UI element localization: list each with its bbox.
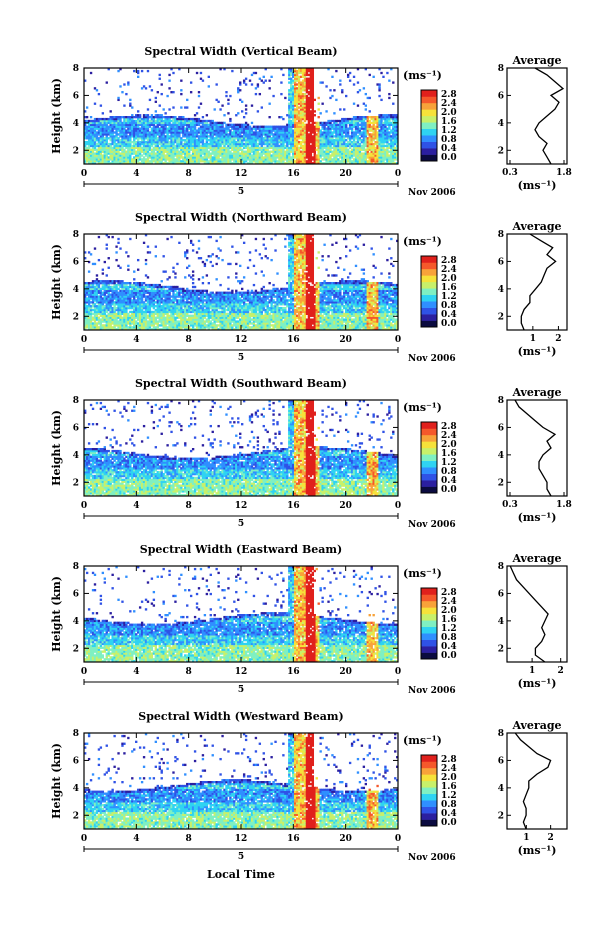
- heatmap-cell: [129, 103, 131, 105]
- heatmap-cell: [106, 81, 108, 83]
- heatmap-cell: [147, 108, 149, 110]
- heatmap-cell: [168, 87, 170, 89]
- heatmap-cell: [137, 70, 139, 72]
- heatmap-cell: [186, 99, 188, 101]
- heatmap-cell: [96, 89, 98, 91]
- heatmap-cell: [161, 93, 163, 95]
- heatmap-cell: [137, 76, 139, 78]
- heatmap-cell: [159, 104, 161, 106]
- heatmap-cell: [190, 81, 192, 83]
- heatmap-cell: [196, 112, 198, 114]
- heatmap-cell: [125, 93, 127, 95]
- heatmap-cell: [180, 106, 182, 108]
- heatmap-cell: [86, 106, 88, 108]
- heatmap-cell: [180, 80, 182, 82]
- heatmap-cell: [172, 72, 174, 74]
- heatmap-cell: [123, 104, 125, 106]
- heatmap-cell: [202, 80, 204, 82]
- figure: Spectral Width (Vertical Beam)2468Height…: [0, 0, 616, 929]
- heatmap-cell: [145, 87, 147, 89]
- heatmap-cell: [155, 101, 157, 103]
- heatmap-cell: [172, 106, 174, 108]
- heatmap-cell: [198, 106, 200, 108]
- heatmap-cell: [198, 95, 200, 97]
- panel-0: Spectral Width (Vertical Beam)2468Height…: [50, 45, 572, 198]
- heatmap-cell: [119, 85, 121, 87]
- heatmap-cell: [200, 103, 202, 105]
- heatmap-cell: [159, 78, 161, 80]
- heatmap-cell: [123, 83, 125, 85]
- heatmap-cell: [149, 99, 151, 101]
- heatmap-cell: [100, 104, 102, 106]
- heatmap-cell: [139, 114, 141, 116]
- heatmap-cell: [129, 99, 131, 101]
- heatmap-cell: [168, 74, 170, 76]
- heatmap-cell: [155, 97, 157, 99]
- heatmap-cell: [163, 108, 165, 110]
- heatmap-cell: [172, 91, 174, 93]
- heatmap-cell: [90, 116, 92, 118]
- heatmap-cell: [168, 108, 170, 110]
- heatmap-cell: [168, 80, 170, 82]
- heatmap-cell: [86, 116, 88, 118]
- heatmap-cell: [127, 81, 129, 83]
- heatmap-cell: [157, 91, 159, 93]
- heatmap-cell: [186, 106, 188, 108]
- heatmap-cell: [190, 91, 192, 93]
- heatmap-cell: [161, 83, 163, 85]
- heatmap-cell: [159, 74, 161, 76]
- heatmap-cell: [94, 103, 96, 105]
- heatmap-cell: [141, 70, 143, 72]
- heatmap-cell: [198, 91, 200, 93]
- heatmap-cell: [102, 112, 104, 114]
- heatmap-cell: [180, 89, 182, 91]
- heatmap-cell: [131, 106, 133, 108]
- heatmap-cell: [149, 85, 151, 87]
- heatmap-cell: [90, 72, 92, 74]
- heatmap-cell: [98, 93, 100, 95]
- heatmap-cell: [137, 110, 139, 112]
- heatmap-cell: [133, 70, 135, 72]
- heatmap-cell: [155, 110, 157, 112]
- heatmap-cell: [164, 112, 166, 114]
- heatmap-cell: [202, 116, 204, 118]
- heatmap-cell: [117, 97, 119, 99]
- heatmap-cell: [147, 70, 149, 72]
- heatmap-cell: [121, 91, 123, 93]
- heatmap-cell: [200, 72, 202, 74]
- heatmap-cells: [84, 68, 398, 164]
- heatmap-cell: [196, 72, 198, 74]
- heatmap-cell: [180, 93, 182, 95]
- heatmap-cell: [110, 110, 112, 112]
- panel-title: Spectral Width (Vertical Beam): [144, 45, 337, 58]
- heatmap-cell: [151, 89, 153, 91]
- heatmap-cell: [166, 95, 168, 97]
